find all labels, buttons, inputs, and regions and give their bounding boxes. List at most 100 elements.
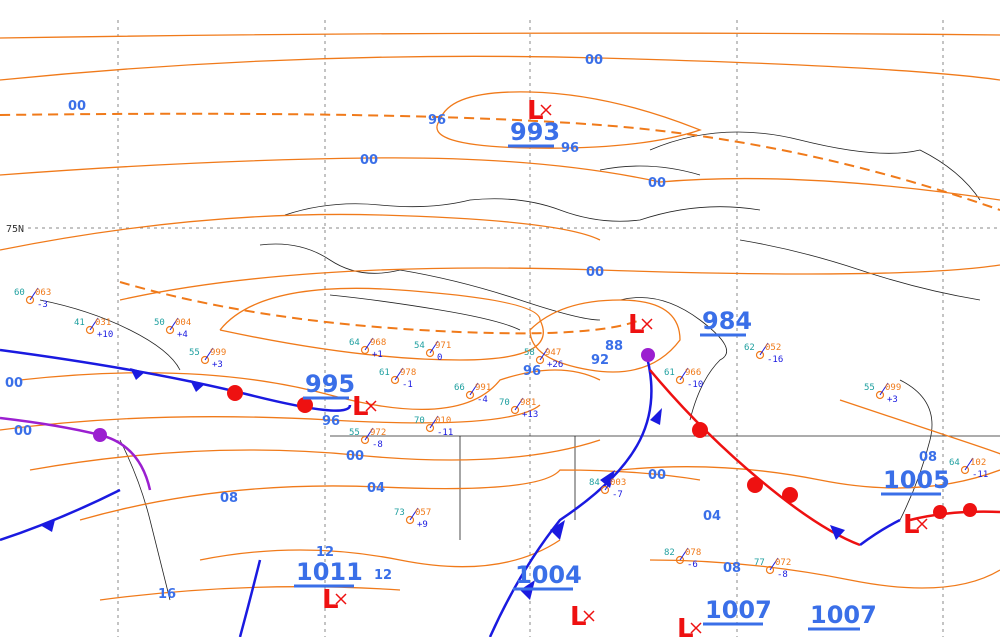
wind-barb-icon bbox=[539, 347, 549, 361]
station-plot: 55 972 -8 bbox=[349, 427, 386, 450]
station-plot: 60 063 -3 bbox=[14, 287, 51, 310]
wind-barb-icon bbox=[679, 547, 689, 561]
station-circle-icon bbox=[390, 375, 400, 385]
station-pressure-change: +10 bbox=[97, 330, 113, 340]
station-circle-icon bbox=[360, 435, 370, 445]
low-symbol: L bbox=[677, 614, 694, 637]
station-temperature: 55 bbox=[189, 348, 200, 358]
wind-barb-icon bbox=[679, 367, 689, 381]
station-plot: 73 057 +9 bbox=[394, 507, 431, 530]
wind-barb-icon bbox=[964, 457, 974, 471]
station-pressure: 057 bbox=[415, 508, 431, 518]
station-temperature: 61 bbox=[379, 368, 390, 378]
station-pressure: 078 bbox=[685, 548, 701, 558]
isobar-label: 88 bbox=[605, 339, 623, 354]
station-temperature: 54 bbox=[414, 341, 425, 351]
low-x-icon bbox=[641, 318, 653, 330]
wind-barb-icon bbox=[429, 415, 439, 429]
isobar-label: 00 bbox=[648, 468, 666, 483]
wind-barb-icon bbox=[364, 427, 374, 441]
station-pressure-change: -11 bbox=[972, 470, 988, 480]
station-circle-icon bbox=[360, 345, 370, 355]
station-plot: 70 981 +13 bbox=[499, 397, 538, 420]
station-pressure: 966 bbox=[685, 368, 701, 378]
station-pressure-change: +4 bbox=[177, 330, 188, 340]
isobar-label: 96 bbox=[428, 113, 446, 128]
station-pressure: 063 bbox=[35, 288, 51, 298]
station-temperature: 66 bbox=[454, 383, 465, 393]
trough-lines bbox=[0, 112, 1000, 335]
station-pressure: 072 bbox=[775, 558, 791, 568]
wind-barb-icon bbox=[759, 342, 769, 356]
station-pressure: 003 bbox=[610, 478, 626, 488]
isobar-label: 00 bbox=[360, 153, 378, 168]
warm-front-east bbox=[649, 369, 861, 547]
isobar-label: 00 bbox=[14, 424, 32, 439]
cold-front-central bbox=[488, 349, 653, 637]
station-circle-icon bbox=[600, 485, 610, 495]
low-pressure-label: 993 bbox=[510, 118, 560, 146]
station-circle-icon bbox=[465, 390, 475, 400]
wind-barb-icon bbox=[204, 347, 214, 361]
low-pressure-label: 1004 bbox=[515, 561, 582, 589]
station-pressure-change: +3 bbox=[887, 395, 898, 405]
station-temperature: 73 bbox=[394, 508, 405, 518]
station-pressure: 991 bbox=[475, 383, 491, 393]
isobar-label: 00 bbox=[346, 449, 364, 464]
station-plot: 50 004 +4 bbox=[154, 317, 191, 340]
wind-barb-icon bbox=[879, 382, 889, 396]
station-circle-icon bbox=[425, 423, 435, 433]
station-circle-icon bbox=[875, 390, 885, 400]
station-plot: 82 078 -6 bbox=[664, 547, 701, 570]
station-pressure: 031 bbox=[95, 318, 111, 328]
low-symbol: L bbox=[352, 392, 369, 422]
station-temperature: 58 bbox=[524, 348, 535, 358]
warm-front-far-east bbox=[909, 510, 1000, 522]
station-temperature: 64 bbox=[349, 338, 360, 348]
isobar-label: 92 bbox=[591, 353, 609, 368]
isobar-label: 96 bbox=[561, 141, 579, 156]
station-pressure-change: -1 bbox=[402, 380, 413, 390]
front-symbols bbox=[40, 348, 977, 600]
station-temperature: 55 bbox=[349, 428, 360, 438]
station-pressure: 102 bbox=[970, 458, 986, 468]
station-pressure: 981 bbox=[520, 398, 536, 408]
low-symbol: L bbox=[322, 585, 339, 615]
station-circle-icon bbox=[405, 515, 415, 525]
station-plot: 62 052 -16 bbox=[744, 342, 783, 365]
station-temperature: 41 bbox=[74, 318, 85, 328]
station-pressure-change: -7 bbox=[612, 490, 623, 500]
low-symbol: L bbox=[527, 96, 544, 126]
station-temperature: 61 bbox=[664, 368, 675, 378]
station-pressure-change: +26 bbox=[547, 360, 563, 370]
station-temperature: 70 bbox=[414, 416, 425, 426]
station-pressure: 972 bbox=[370, 428, 386, 438]
station-circle-icon bbox=[85, 325, 95, 335]
station-pressure: 004 bbox=[175, 318, 191, 328]
isobar-label: 00 bbox=[586, 265, 604, 280]
latitude-label: 75N bbox=[6, 224, 24, 235]
station-pressure: 010 bbox=[435, 416, 451, 426]
station-pressure: 052 bbox=[765, 343, 781, 353]
wind-barb-icon bbox=[604, 477, 614, 491]
station-plot: 41 031 +10 bbox=[74, 317, 113, 340]
station-pressure-change: -3 bbox=[37, 300, 48, 310]
cold-front-west bbox=[0, 488, 121, 542]
station-pressure-change: 0 bbox=[437, 353, 442, 363]
station-circle-icon bbox=[765, 565, 775, 575]
station-pressure-change: +13 bbox=[522, 410, 538, 420]
low-pressure-label: 984 bbox=[702, 307, 752, 335]
station-plot: 70 010 -11 bbox=[414, 415, 453, 438]
station-temperature: 64 bbox=[949, 458, 960, 468]
low-pressure-label: 1011 bbox=[296, 558, 363, 586]
low-x-icon bbox=[583, 610, 595, 622]
station-pressure-change: +9 bbox=[417, 520, 428, 530]
low-symbol: L bbox=[570, 602, 587, 632]
station-temperature: 84 bbox=[589, 478, 600, 488]
station-circle-icon bbox=[165, 325, 175, 335]
station-temperature: 55 bbox=[864, 383, 875, 393]
station-pressure-change: -10 bbox=[687, 380, 703, 390]
low-x-icon bbox=[916, 518, 928, 530]
